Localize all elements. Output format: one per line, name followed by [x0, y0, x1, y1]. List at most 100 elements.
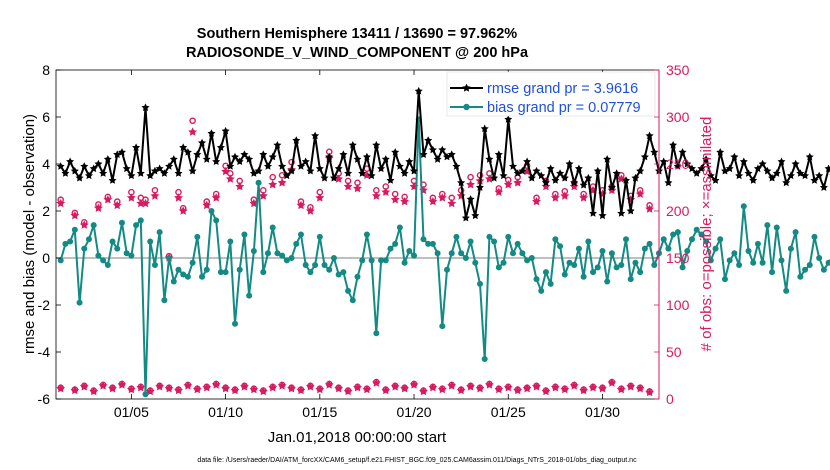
rmse-point: [311, 131, 320, 140]
rmse-point: [231, 152, 239, 161]
bias-point: [396, 224, 403, 231]
obs-assimilated-marker: [235, 182, 245, 191]
rmse-point: [753, 164, 762, 173]
rmse-point: [334, 164, 343, 173]
obs-assimilated-marker: [343, 386, 353, 396]
rmse-point: [108, 176, 117, 184]
rmse-point: [819, 183, 828, 191]
rmse-point: [160, 169, 169, 177]
bias-point: [373, 330, 380, 337]
bias-point: [731, 250, 738, 257]
bias-point: [279, 252, 286, 259]
bias-point: [448, 250, 455, 257]
bias-point: [118, 219, 125, 226]
obs-possible-marker: [467, 173, 474, 181]
bias-point: [241, 231, 248, 238]
plot-area: [56, 70, 659, 399]
rmse-point: [297, 162, 305, 170]
bias-point: [580, 273, 587, 280]
rmse-point: [146, 171, 155, 180]
obs-assimilated-marker: [98, 381, 108, 390]
rmse-point: [66, 157, 75, 165]
rmse-point: [494, 150, 503, 158]
rmse-point: [264, 162, 272, 170]
rmse-point: [739, 157, 748, 165]
bias-point: [820, 266, 827, 273]
obs-assimilated-marker: [89, 386, 99, 396]
legend-bias-text: bias grand pr = 0.07779: [487, 100, 641, 116]
obs-assimilated-marker: [117, 380, 127, 389]
obs-assimilated-marker: [551, 383, 560, 392]
bias-point: [585, 238, 592, 245]
bias-point: [147, 238, 154, 245]
y-tick-label-left: -4: [38, 344, 51, 360]
obs-assimilated-marker: [598, 384, 607, 393]
bias-point: [199, 273, 206, 280]
bias-point: [217, 269, 224, 276]
bias-point: [180, 271, 187, 278]
bias-point: [571, 262, 578, 269]
bias-point: [524, 257, 531, 264]
y-tick-label-left: 4: [42, 156, 50, 172]
bias-point: [632, 259, 639, 266]
rmse-point: [711, 176, 720, 184]
bias-point: [293, 240, 300, 247]
rmse-point: [377, 164, 385, 173]
obs-assimilated-marker: [616, 385, 626, 394]
rmse-point: [273, 141, 282, 149]
rmse-point: [212, 157, 221, 165]
bias-point: [721, 276, 728, 283]
obs-assimilated-marker: [551, 193, 560, 202]
obs-assimilated-marker: [607, 378, 617, 387]
obs-assimilated-marker: [306, 206, 315, 215]
obs-assimilated-marker: [277, 381, 287, 390]
rmse-point: [169, 155, 178, 163]
bias-point: [509, 250, 516, 257]
bias-point: [674, 229, 681, 236]
obs-assimilated-marker: [324, 380, 334, 389]
bias-point: [764, 222, 771, 229]
legend-bias-marker: [463, 103, 470, 111]
rmse-point: [485, 155, 494, 163]
obs-assimilated-marker: [532, 197, 541, 206]
obs-assimilated-marker: [108, 384, 117, 393]
rmse-point: [631, 173, 640, 182]
bias-point: [269, 224, 276, 231]
rmse-point: [165, 162, 174, 170]
bias-point: [194, 233, 201, 240]
rmse-point: [551, 176, 560, 184]
bias-point: [476, 280, 483, 287]
obs-assimilated-marker: [522, 384, 532, 393]
rmse-point: [118, 148, 126, 156]
bias-point: [717, 236, 724, 243]
x-axis-label: Jan.01,2018 00:00:00 start: [268, 429, 447, 446]
obs-assimilated-marker: [188, 127, 197, 136]
rmse-point: [438, 145, 447, 154]
rmse-point: [768, 173, 777, 182]
rmse-point: [155, 164, 164, 173]
bias-point: [623, 236, 630, 243]
bias-point: [114, 245, 121, 252]
bias-point: [561, 271, 568, 278]
obs-assimilated-marker: [503, 383, 513, 392]
rmse-point: [202, 155, 211, 163]
rmse-point: [735, 171, 744, 180]
y-tick-label-right: 300: [666, 109, 690, 125]
rmse-point: [306, 166, 315, 175]
bias-point: [213, 217, 220, 224]
bias-point: [467, 238, 474, 245]
obs-assimilated-marker: [258, 191, 268, 200]
obs-assimilated-marker: [174, 385, 183, 395]
rmse-point: [221, 126, 230, 135]
rmse-point: [523, 157, 532, 165]
bias-point: [486, 233, 493, 240]
bias-point: [420, 236, 427, 243]
bias-point: [769, 269, 776, 276]
legend-rmse-text: rmse grand pr = 3.9616: [487, 81, 638, 97]
bias-point: [246, 292, 253, 299]
bias-point: [594, 264, 601, 271]
bias-point: [637, 269, 644, 276]
obs-assimilated-marker: [56, 198, 66, 208]
obs-assimilated-marker: [579, 385, 588, 395]
bias-series-layer: [57, 116, 830, 398]
